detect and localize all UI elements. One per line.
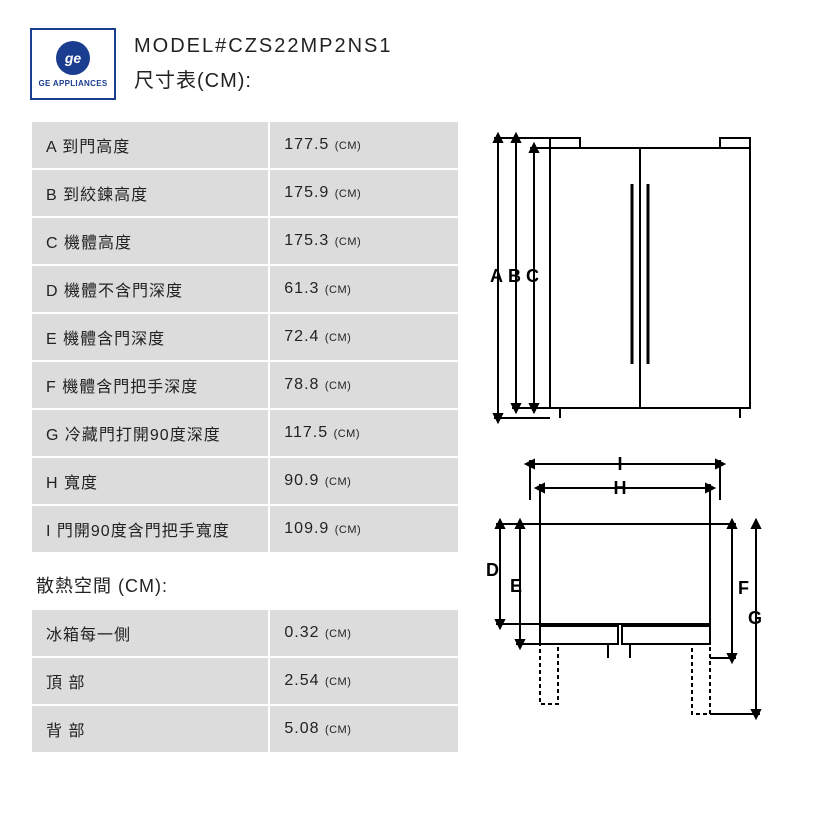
clearance-value: 5.08 (CM) bbox=[270, 706, 458, 752]
table-row: A 到門高度177.5 (CM) bbox=[32, 122, 458, 168]
diagrams-column: A B C bbox=[480, 120, 784, 754]
clearance-value: 2.54 (CM) bbox=[270, 658, 458, 704]
table-row: 頂 部2.54 (CM) bbox=[32, 658, 458, 704]
label-h: H bbox=[614, 478, 627, 498]
dimensions-table: A 到門高度177.5 (CM)B 到絞鍊高度175.9 (CM)C 機體高度1… bbox=[30, 120, 460, 554]
dim-label: D 機體不含門深度 bbox=[32, 266, 268, 312]
dim-label: F 機體含門把手深度 bbox=[32, 362, 268, 408]
clearance-table: 冰箱每一側0.32 (CM)頂 部2.54 (CM)背 部5.08 (CM) bbox=[30, 608, 460, 754]
dim-label: B 到絞鍊高度 bbox=[32, 170, 268, 216]
table-row: C 機體高度175.3 (CM) bbox=[32, 218, 458, 264]
label-c: C bbox=[526, 266, 539, 286]
dim-label: I 門開90度含門把手寬度 bbox=[32, 506, 268, 552]
logo-brand-text: GE APPLIANCES bbox=[39, 79, 108, 88]
dim-label: A 到門高度 bbox=[32, 122, 268, 168]
top-view-diagram: I H D E F G bbox=[480, 444, 770, 734]
ge-monogram-icon: ge bbox=[56, 41, 90, 75]
dimensions-title: 尺寸表(CM): bbox=[134, 64, 393, 93]
table-row: 背 部5.08 (CM) bbox=[32, 706, 458, 752]
table-row: G 冷藏門打開90度深度117.5 (CM) bbox=[32, 410, 458, 456]
table-row: H 寬度90.9 (CM) bbox=[32, 458, 458, 504]
clearance-label: 頂 部 bbox=[32, 658, 268, 704]
dim-value: 78.8 (CM) bbox=[270, 362, 458, 408]
clearance-title: 散熱空間 (CM): bbox=[36, 572, 460, 598]
label-f: F bbox=[738, 578, 749, 598]
front-view-diagram: A B C bbox=[480, 124, 770, 424]
header: ge GE APPLIANCES MODEL#CZS22MP2NS1 尺寸表(C… bbox=[30, 28, 784, 100]
label-g: G bbox=[748, 608, 762, 628]
table-row: 冰箱每一側0.32 (CM) bbox=[32, 610, 458, 656]
dim-value: 61.3 (CM) bbox=[270, 266, 458, 312]
dim-value: 175.9 (CM) bbox=[270, 170, 458, 216]
table-row: F 機體含門把手深度78.8 (CM) bbox=[32, 362, 458, 408]
dim-value: 117.5 (CM) bbox=[270, 410, 458, 456]
dim-value: 72.4 (CM) bbox=[270, 314, 458, 360]
dim-value: 109.9 (CM) bbox=[270, 506, 458, 552]
label-i: I bbox=[617, 454, 622, 474]
table-row: E 機體含門深度72.4 (CM) bbox=[32, 314, 458, 360]
header-text: MODEL#CZS22MP2NS1 尺寸表(CM): bbox=[134, 35, 393, 93]
dim-value: 175.3 (CM) bbox=[270, 218, 458, 264]
dim-label: H 寬度 bbox=[32, 458, 268, 504]
label-a: A bbox=[490, 266, 503, 286]
dim-label: G 冷藏門打開90度深度 bbox=[32, 410, 268, 456]
ge-logo: ge GE APPLIANCES bbox=[30, 28, 116, 100]
table-row: D 機體不含門深度61.3 (CM) bbox=[32, 266, 458, 312]
clearance-label: 背 部 bbox=[32, 706, 268, 752]
clearance-value: 0.32 (CM) bbox=[270, 610, 458, 656]
model-number: MODEL#CZS22MP2NS1 bbox=[134, 35, 393, 58]
label-d: D bbox=[486, 560, 499, 580]
table-row: B 到絞鍊高度175.9 (CM) bbox=[32, 170, 458, 216]
dim-value: 177.5 (CM) bbox=[270, 122, 458, 168]
dim-value: 90.9 (CM) bbox=[270, 458, 458, 504]
label-b: B bbox=[508, 266, 521, 286]
table-row: I 門開90度含門把手寬度109.9 (CM) bbox=[32, 506, 458, 552]
label-e: E bbox=[510, 576, 522, 596]
clearance-label: 冰箱每一側 bbox=[32, 610, 268, 656]
tables-column: A 到門高度177.5 (CM)B 到絞鍊高度175.9 (CM)C 機體高度1… bbox=[30, 120, 460, 754]
dim-label: E 機體含門深度 bbox=[32, 314, 268, 360]
content-area: A 到門高度177.5 (CM)B 到絞鍊高度175.9 (CM)C 機體高度1… bbox=[30, 120, 784, 754]
dim-label: C 機體高度 bbox=[32, 218, 268, 264]
